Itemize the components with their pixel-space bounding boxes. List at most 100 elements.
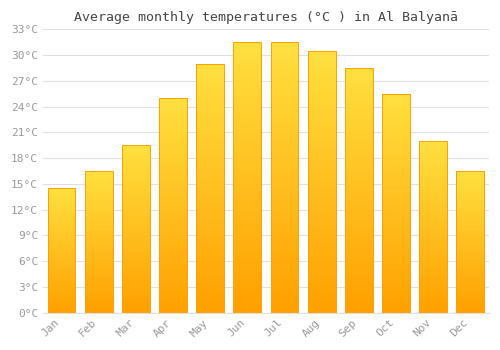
Bar [48,293,76,295]
Bar [122,199,150,202]
Bar [122,179,150,182]
Bar [234,150,262,156]
Bar [159,205,187,210]
Bar [345,249,373,254]
Bar [270,145,298,150]
Bar [270,124,298,129]
Bar [270,199,298,204]
Bar [456,270,484,273]
Bar [419,302,447,306]
Bar [85,299,112,301]
Bar [159,214,187,218]
Bar [196,273,224,278]
Bar [345,234,373,239]
Bar [456,214,484,216]
Bar [345,83,373,88]
Bar [308,72,336,77]
Bar [48,216,76,218]
Bar [382,186,410,190]
Bar [345,205,373,210]
Bar [345,210,373,215]
Bar [382,195,410,199]
Bar [308,66,336,72]
Bar [308,218,336,224]
Bar [419,217,447,220]
Bar [419,172,447,175]
Bar [159,145,187,149]
Bar [419,148,447,151]
Bar [234,129,262,134]
Bar [159,257,187,261]
Bar [456,287,484,290]
Bar [196,104,224,108]
Bar [48,305,76,308]
Bar [308,192,336,197]
Bar [196,193,224,198]
Bar [308,292,336,297]
Bar [85,208,112,211]
Bar [196,238,224,243]
Bar [345,73,373,78]
Bar [48,236,76,238]
Bar [419,299,447,302]
Bar [122,282,150,286]
Bar [159,103,187,107]
Bar [122,309,150,313]
Bar [159,308,187,313]
Bar [85,287,112,290]
Bar [159,98,187,313]
Bar [270,129,298,134]
Bar [270,150,298,156]
Bar [308,286,336,292]
Bar [270,204,298,210]
Bar [122,306,150,309]
Bar [382,125,410,129]
Bar [345,215,373,220]
Bar [196,263,224,268]
Bar [122,226,150,229]
Bar [270,253,298,259]
Bar [234,199,262,204]
Bar [382,247,410,251]
Bar [85,199,112,202]
Bar [85,273,112,276]
Bar [270,107,298,113]
Bar [456,171,484,313]
Bar [234,210,262,215]
Bar [234,270,262,275]
Bar [382,256,410,260]
Bar [159,227,187,231]
Bar [456,290,484,293]
Bar [159,218,187,223]
Bar [196,183,224,188]
Bar [122,222,150,226]
Bar [270,232,298,237]
Bar [196,243,224,248]
Bar [122,219,150,222]
Bar [48,208,76,211]
Bar [308,145,336,150]
Bar [122,249,150,252]
Bar [48,253,76,255]
Bar [456,284,484,287]
Bar [419,155,447,158]
Bar [308,135,336,140]
Bar [196,168,224,173]
Bar [234,177,262,183]
Bar [122,262,150,266]
Bar [85,231,112,233]
Bar [382,120,410,125]
Bar [382,146,410,151]
Bar [48,288,76,290]
Bar [159,154,187,158]
Bar [382,291,410,295]
Bar [196,203,224,208]
Bar [345,259,373,264]
Bar [159,162,187,167]
Bar [196,198,224,203]
Bar [122,196,150,199]
Bar [270,85,298,91]
Bar [456,239,484,242]
Bar [85,270,112,273]
Bar [345,230,373,235]
